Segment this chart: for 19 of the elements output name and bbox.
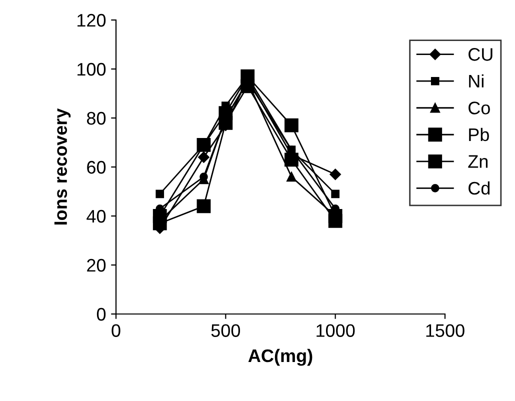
x-tick-label: 1000 <box>316 324 355 337</box>
y-tick-label: 120 <box>78 14 106 27</box>
y-tick-label: 100 <box>78 62 106 76</box>
y-tick-label: 60 <box>87 160 106 174</box>
y-tick-label: 0 <box>96 308 106 321</box>
x-tick-label: 1500 <box>426 324 464 337</box>
legend-label: Cd <box>468 181 490 195</box>
legend-label: CU <box>468 48 492 61</box>
legend-label: Zn <box>468 155 488 168</box>
y-tick-label: 20 <box>87 258 106 272</box>
legend-label: Ni <box>469 74 484 88</box>
x-tick-label: 0 <box>112 324 120 337</box>
legend-label: Co <box>468 102 490 114</box>
y-axis-title: Ions recovery <box>54 108 71 224</box>
legend-label: Pb <box>469 128 489 142</box>
y-tick-label: 40 <box>86 210 106 223</box>
x-axis-title: AC(mg) <box>248 348 312 366</box>
x-tick-label: 500 <box>211 324 240 337</box>
y-tick-label: 80 <box>86 112 106 125</box>
